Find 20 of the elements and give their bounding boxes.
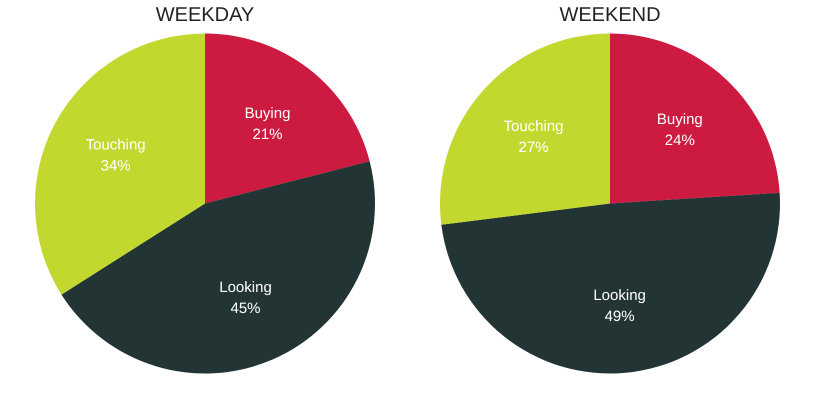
- pie-slice: [35, 34, 205, 295]
- slice-label: Touching: [503, 118, 564, 136]
- slice-label: Looking: [219, 279, 272, 296]
- slice-label: Buying: [656, 111, 703, 128]
- chart-title: WEEKEND: [559, 4, 661, 26]
- data-label: 49%: [604, 308, 635, 326]
- pie-slice: [610, 34, 780, 204]
- pie-slice: [61, 161, 375, 374]
- slice-label: Looking: [593, 287, 646, 304]
- data-label: 34%: [100, 157, 131, 174]
- data-label: 24%: [664, 132, 695, 150]
- slice-label: Buying: [244, 104, 290, 122]
- chart-title: WEEKDAY: [156, 4, 254, 26]
- pie-slice: [205, 34, 370, 204]
- pie-slice: [440, 34, 610, 225]
- data-label: 45%: [230, 300, 261, 318]
- data-label: 27%: [518, 139, 549, 156]
- pie-slice: [441, 192, 780, 374]
- slice-label: Touching: [86, 136, 146, 154]
- data-label: 21%: [252, 126, 283, 143]
